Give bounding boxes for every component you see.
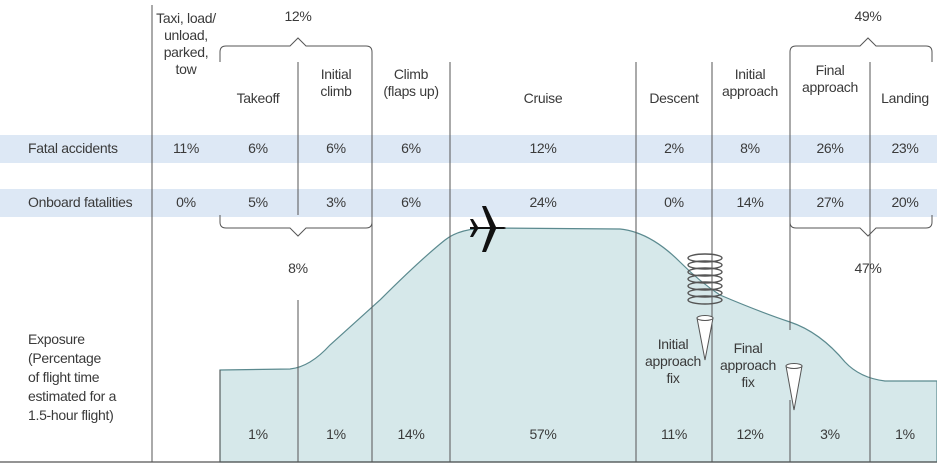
fatal-value-climb: 6% [401,140,421,156]
group-takeoff-climb-onboard: 8% [288,260,308,276]
onboard-fatalities-label: Onboard fatalities [28,194,133,210]
onboard-value-climb: 6% [401,194,421,210]
onboard-value-takeoff: 5% [248,194,268,210]
onboard-value-final-approach: 27% [816,194,844,210]
exposure-value-descent: 11% [660,426,688,442]
group-approach-landing-onboard: 47% [854,260,882,276]
fatal-value-takeoff: 6% [248,140,268,156]
approach-fix-cone-icon [696,315,803,411]
exposure-value-initial-approach: 12% [736,426,764,442]
fatal-value-final-approach: 26% [816,140,844,156]
fatal-accidents-label: Fatal accidents [28,140,118,156]
onboard-fatalities-band [0,189,937,217]
fatal-value-landing: 23% [891,140,919,156]
airplane-icon [470,206,506,252]
fatal-value-taxi: 11% [172,140,200,156]
onboard-value-taxi: 0% [176,194,196,210]
onboard-value-initial-climb: 3% [326,194,346,210]
fatal-accidents-band [0,135,937,163]
final-approach-fix-label: Final approach fix [720,340,776,390]
initial-approach-fix-label: Initial approach fix [645,336,701,386]
group-takeoff-climb-fatal: 12% [284,8,312,24]
phase-header-takeoff: Takeoff [236,90,280,106]
holding-pattern-icon [687,253,723,305]
exposure-value-cruise: 57% [529,426,557,442]
phase-header-cruise: Cruise [523,90,563,106]
phase-header-landing: Landing [881,90,929,106]
onboard-value-cruise: 24% [529,194,557,210]
phase-header-descent: Descent [649,90,699,106]
phase-header-taxi: Taxi, load/ unload, parked, tow [156,10,216,77]
fatal-value-initial-approach: 8% [740,140,760,156]
exposure-value-final-approach: 3% [820,426,840,442]
phase-header-initial-climb: Initial climb [320,66,352,99]
exposure-label: Exposure (Percentage of flight time esti… [28,331,117,423]
phase-header-climb: Climb (flaps up) [383,66,439,99]
onboard-value-initial-approach: 14% [736,194,764,210]
exposure-area [219,227,937,463]
exposure-value-climb: 14% [397,426,425,442]
fatal-value-descent: 2% [664,140,684,156]
fatal-value-initial-climb: 6% [326,140,346,156]
group-approach-landing-fatal: 49% [854,8,882,24]
phase-header-final-approach: Final approach [802,62,858,95]
group-brackets [219,37,933,237]
fatal-value-cruise: 12% [529,140,557,156]
phase-header-initial-approach: Initial approach [722,66,778,99]
onboard-value-descent: 0% [664,194,684,210]
onboard-value-landing: 20% [891,194,919,210]
exposure-value-landing: 1% [895,426,915,442]
exposure-value-takeoff: 1% [248,426,268,442]
exposure-value-initial-climb: 1% [326,426,346,442]
